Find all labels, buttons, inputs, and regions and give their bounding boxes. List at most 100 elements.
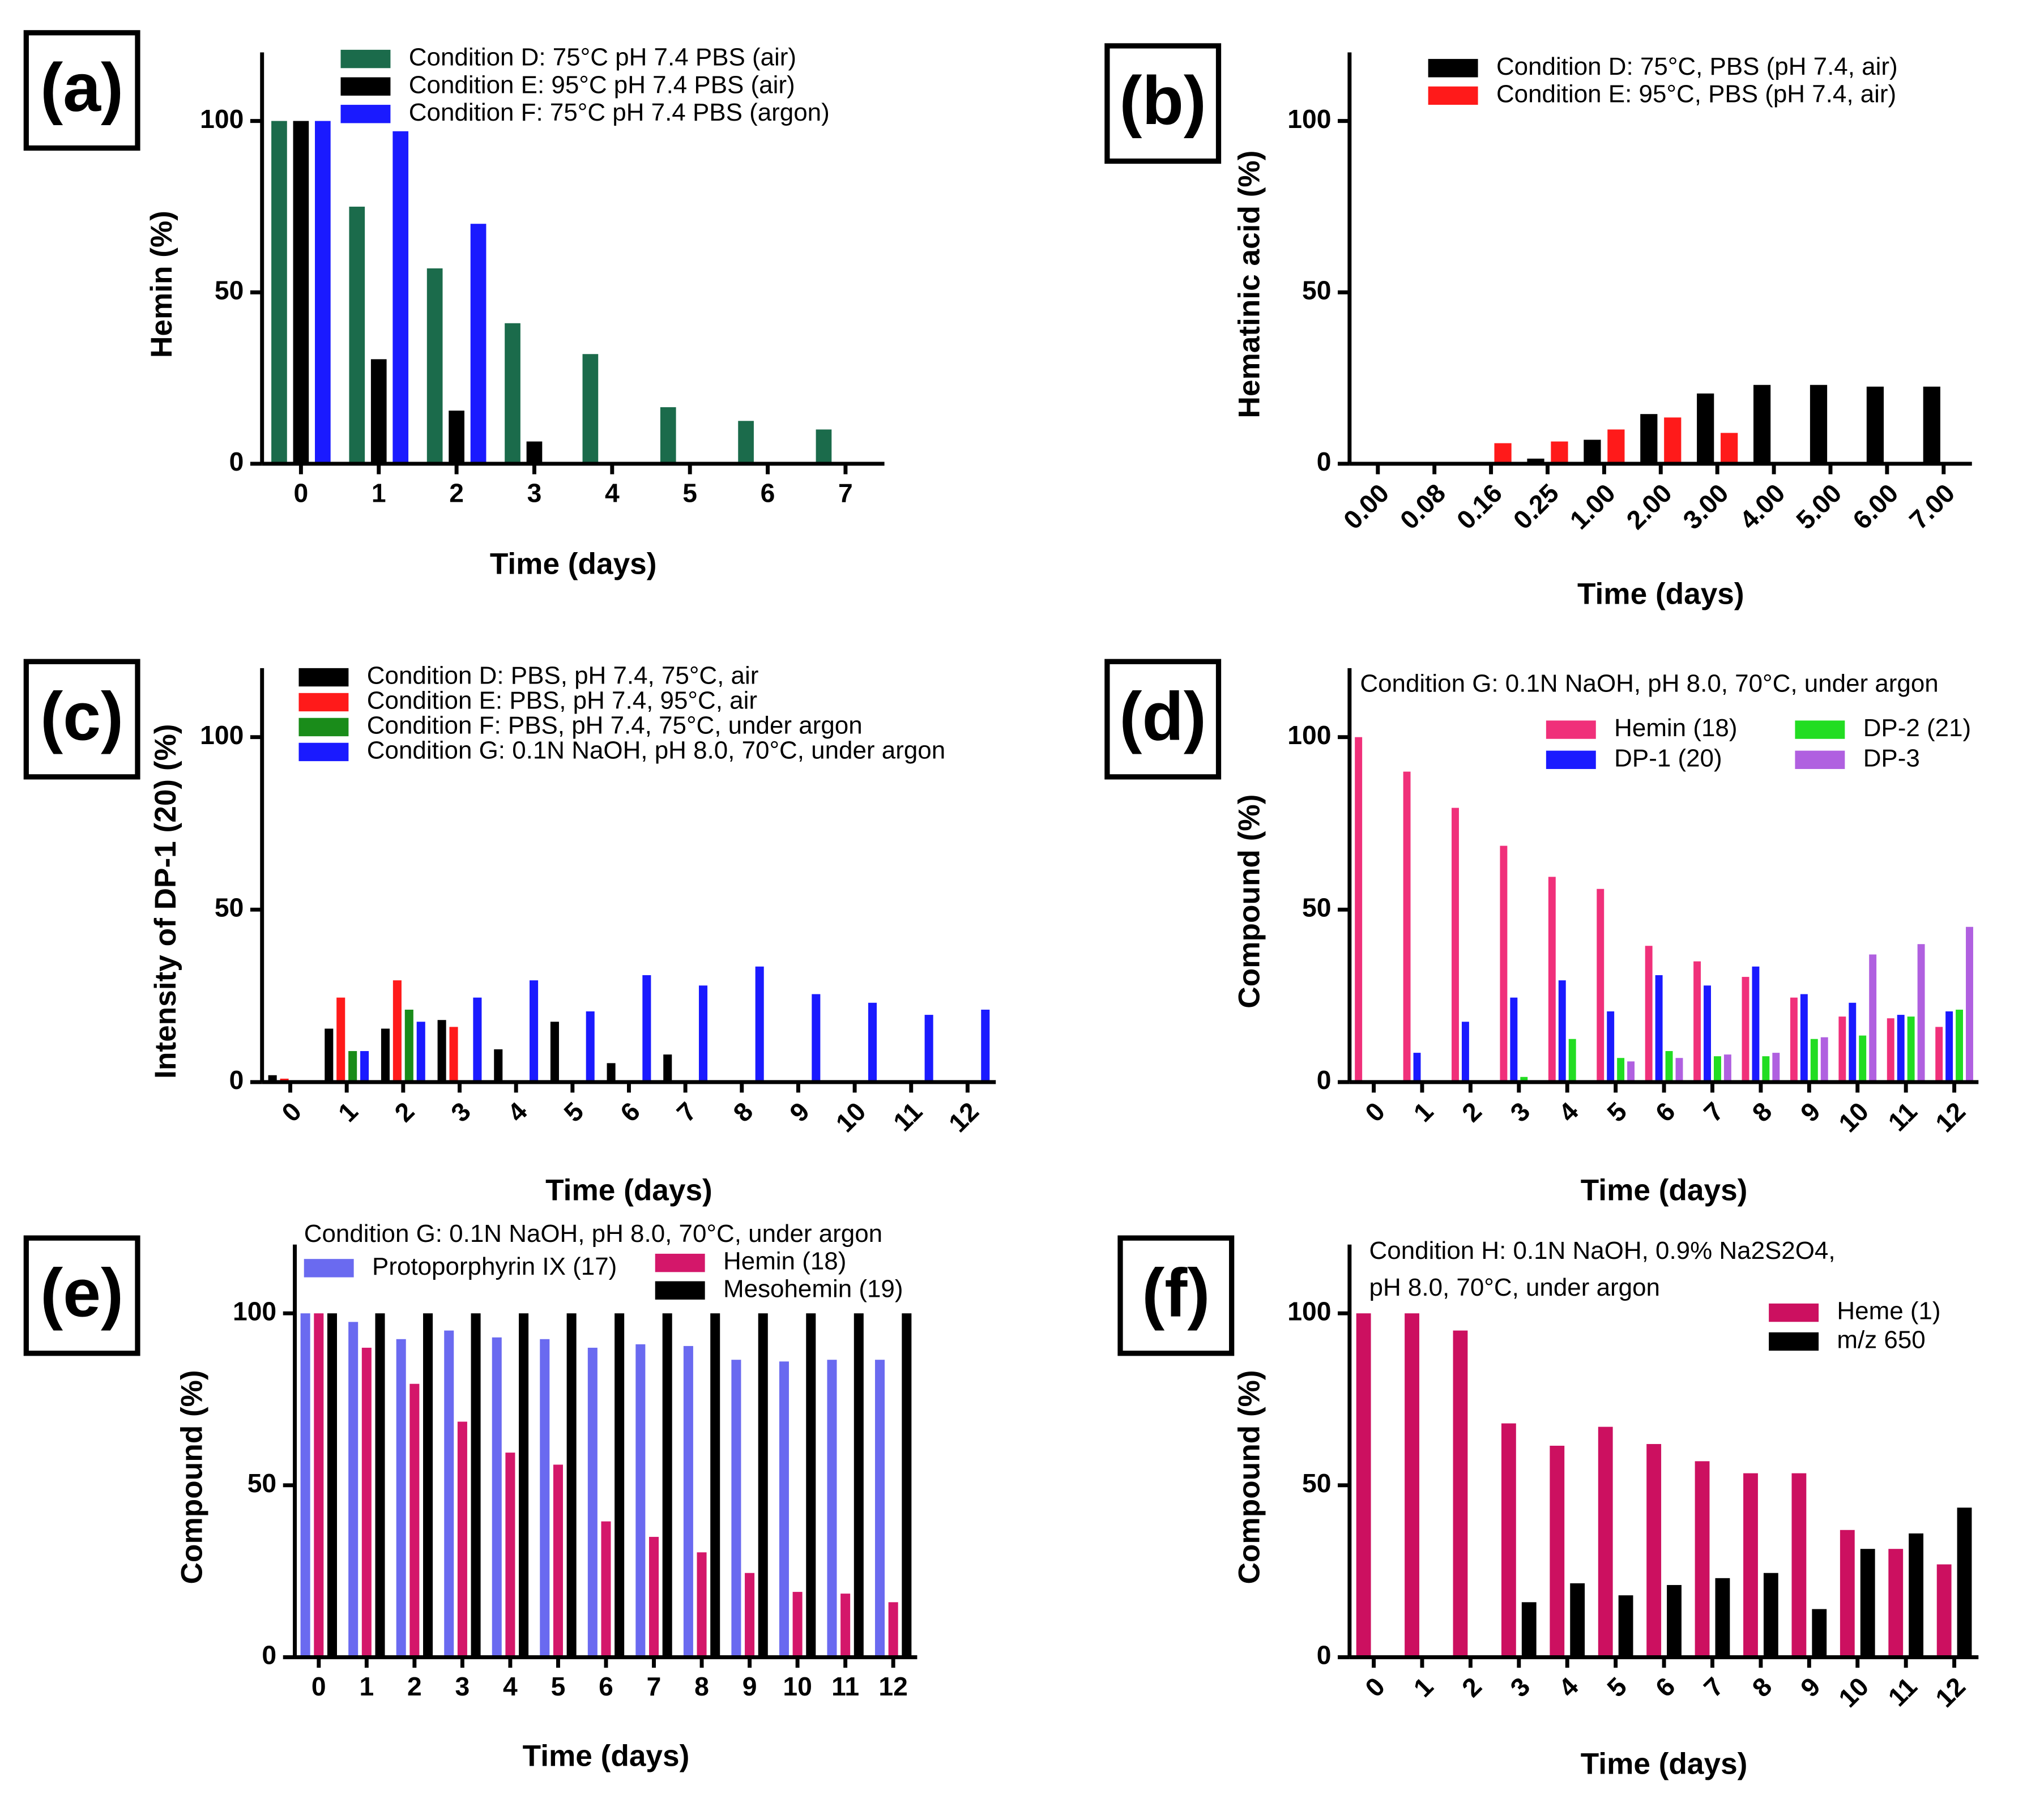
bar <box>710 1313 720 1658</box>
x-tick-label: 4.00 <box>1734 478 1790 535</box>
y-tick-label: 100 <box>200 104 244 134</box>
bar <box>370 359 387 464</box>
bar <box>1866 386 1884 464</box>
x-tick-label: 11 <box>1882 1096 1922 1137</box>
legend-label: Condition E: 95°C, PBS (pH 7.4, air) <box>1496 80 1896 108</box>
legend-label: Condition G: 0.1N NaOH, pH 8.0, 70°C, un… <box>367 737 945 764</box>
x-tick-label: 7 <box>1698 1672 1729 1703</box>
bar <box>1452 808 1459 1082</box>
panel-label: (c) <box>40 678 123 754</box>
annotation: Condition G: 0.1N NaOH, pH 8.0, 70°C, un… <box>1360 670 1938 698</box>
x-axis-label: Time (days) <box>490 547 657 580</box>
x-tick-label: 9 <box>784 1096 815 1127</box>
panel-label-box <box>1104 43 1222 164</box>
bar <box>1494 443 1512 464</box>
x-tick-label: 1 <box>332 1096 364 1127</box>
x-tick-label: 4 <box>503 1672 518 1701</box>
panel-label: (f) <box>1142 1255 1210 1331</box>
bar <box>1723 1054 1731 1082</box>
y-tick-label: 50 <box>1302 275 1331 305</box>
bar <box>854 1313 864 1658</box>
bar <box>698 985 708 1082</box>
bar <box>648 1536 659 1658</box>
bar <box>697 1552 707 1658</box>
x-tick-label: 9 <box>1795 1672 1826 1703</box>
y-tick-label: 0 <box>1317 447 1332 476</box>
bar <box>1655 975 1663 1082</box>
bar <box>348 1051 357 1082</box>
bar <box>662 1313 672 1658</box>
x-tick-label: 12 <box>943 1096 984 1138</box>
x-tick-label: 10 <box>1833 1672 1874 1713</box>
bar <box>1403 771 1411 1082</box>
bar <box>437 1020 446 1082</box>
x-tick-label: 2 <box>1456 1672 1487 1703</box>
x-tick-label: 0 <box>294 479 309 508</box>
x-tick-label: 1.00 <box>1564 478 1621 535</box>
bar <box>1675 1058 1683 1082</box>
legend-swatch <box>298 693 349 712</box>
bar <box>409 1383 420 1658</box>
bar <box>336 997 345 1082</box>
bar <box>642 975 651 1082</box>
bar <box>449 1027 458 1082</box>
bar <box>1570 1583 1585 1658</box>
x-tick-label: 3 <box>527 479 542 508</box>
y-axis-label: Intensity of DP-1 (20) (%) <box>149 724 182 1079</box>
legend-swatch <box>1795 720 1845 739</box>
bar <box>1772 1053 1780 1082</box>
x-tick-label: 6 <box>1650 1672 1681 1703</box>
panel-label-box <box>1117 1235 1235 1356</box>
bar <box>553 1464 563 1658</box>
x-tick-label: 9 <box>1795 1096 1826 1127</box>
x-tick-label: 10 <box>783 1672 812 1701</box>
bar <box>381 1028 390 1082</box>
bar <box>1810 1039 1818 1082</box>
bar <box>1859 1035 1867 1082</box>
bar <box>1461 1022 1469 1082</box>
bar <box>1887 1018 1894 1082</box>
legend-swatch <box>655 1281 705 1300</box>
bar <box>396 1339 406 1658</box>
x-tick-label: 6 <box>1650 1096 1681 1127</box>
bar <box>1520 1077 1528 1082</box>
bar <box>392 131 409 464</box>
x-tick-label: 11 <box>831 1672 859 1701</box>
bar <box>1640 414 1658 464</box>
bar <box>1869 954 1877 1082</box>
bar <box>981 1009 990 1082</box>
bar <box>683 1346 693 1658</box>
bar <box>1607 429 1625 464</box>
bar <box>1646 1443 1662 1658</box>
bar <box>1355 737 1363 1082</box>
bar <box>758 1313 768 1658</box>
legend-swatch <box>655 1253 705 1272</box>
bar <box>745 1573 755 1658</box>
x-tick-label: 5 <box>551 1672 566 1701</box>
y-axis-label: Hemin (%) <box>145 211 178 358</box>
bar <box>494 1049 503 1082</box>
bar <box>1812 1609 1827 1658</box>
x-tick-label: 12 <box>878 1672 907 1701</box>
legend-label: DP-1 (20) <box>1614 744 1722 772</box>
bar <box>540 1339 550 1658</box>
legend-label: Condition E: 95°C pH 7.4 PBS (air) <box>409 71 795 99</box>
legend-swatch <box>1546 720 1596 739</box>
bar <box>924 1015 933 1082</box>
bar <box>738 421 754 464</box>
x-tick-label: 11 <box>1882 1672 1922 1712</box>
annotation: Condition H: 0.1N NaOH, 0.9% Na2S2O4, <box>1369 1237 1836 1265</box>
bar <box>1721 433 1738 464</box>
y-tick-label: 100 <box>200 720 244 750</box>
bar <box>1598 1426 1613 1658</box>
bar <box>1936 1564 1952 1658</box>
x-tick-label: 5 <box>558 1096 589 1127</box>
x-tick-label: 7 <box>838 479 853 508</box>
bar <box>492 1337 502 1658</box>
bar <box>449 411 464 464</box>
bar <box>615 1313 625 1658</box>
bar <box>1697 393 1714 464</box>
panel-label-box <box>23 659 140 780</box>
legend-swatch <box>1546 750 1596 769</box>
bar <box>1935 1027 1943 1082</box>
